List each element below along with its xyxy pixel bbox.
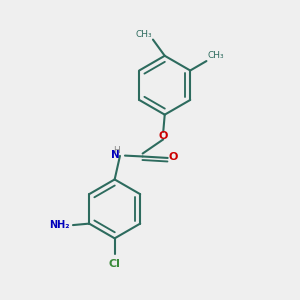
Text: H: H: [113, 146, 120, 155]
Text: CH₃: CH₃: [135, 30, 152, 39]
Text: O: O: [168, 152, 178, 162]
Text: NH₂: NH₂: [49, 220, 69, 230]
Text: Cl: Cl: [109, 259, 121, 269]
Text: N: N: [111, 150, 120, 160]
Text: O: O: [159, 131, 168, 141]
Text: CH₃: CH₃: [208, 51, 224, 60]
